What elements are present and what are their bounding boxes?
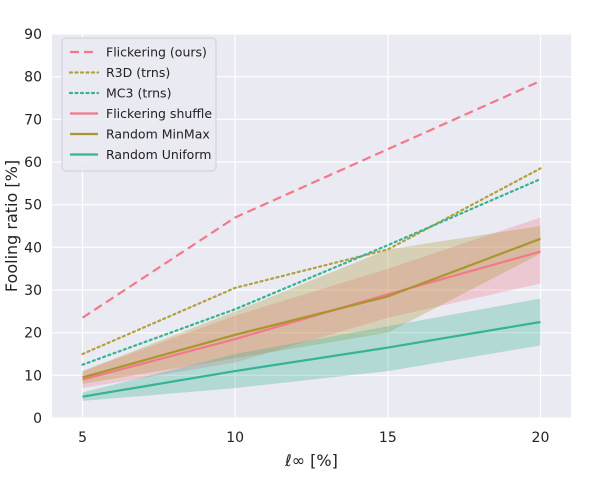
legend-box bbox=[61, 37, 217, 172]
y-tick-label: 20 bbox=[24, 326, 42, 342]
legend-entry: Random Uniform bbox=[106, 147, 211, 162]
y-tick-label: 90 bbox=[24, 27, 42, 43]
y-tick-label: 60 bbox=[24, 155, 42, 171]
y-tick-label: 0 bbox=[33, 411, 42, 427]
y-axis-label: Fooling ratio [%] bbox=[2, 160, 21, 292]
confidence-band bbox=[82, 298, 541, 401]
x-axis-label: ℓ∞ [%] bbox=[284, 451, 338, 470]
series-line bbox=[82, 237, 541, 379]
x-tick-label: 15 bbox=[379, 430, 397, 446]
x-tick-label: 10 bbox=[226, 430, 244, 446]
legend-entry: Flickering shuffle bbox=[106, 106, 212, 121]
y-tick-label: 50 bbox=[24, 198, 42, 214]
x-tick-label: 5 bbox=[78, 430, 87, 446]
legend-entry: R3D (trns) bbox=[106, 65, 170, 80]
series-line bbox=[81, 79, 541, 319]
series-line bbox=[81, 167, 542, 356]
y-tick-label: 80 bbox=[24, 70, 42, 86]
series-line bbox=[82, 320, 541, 398]
y-tick-label: 30 bbox=[24, 283, 42, 299]
y-tick-label: 10 bbox=[24, 368, 42, 384]
x-tick-label: 20 bbox=[532, 430, 550, 446]
y-tick-label: 70 bbox=[24, 112, 42, 128]
legend-entry: Random MinMax bbox=[106, 127, 210, 142]
y-tick-label: 40 bbox=[24, 240, 42, 256]
legend-entry: MC3 (trns) bbox=[106, 86, 171, 101]
legend-entry: Flickering (ours) bbox=[106, 45, 207, 60]
